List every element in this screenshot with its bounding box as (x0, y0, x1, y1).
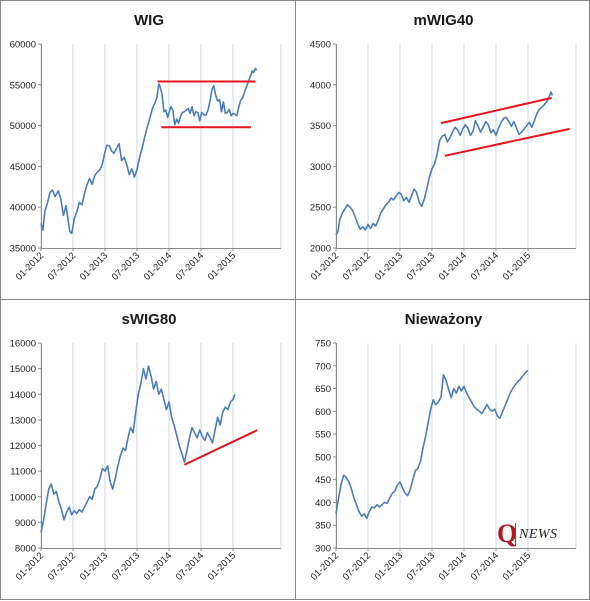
chart-panel-niewazony: Nieważony 300 350 400 450 500 550 600 650 700 750 0… (295, 299, 590, 600)
x-tick-label: 01-2015 (206, 250, 238, 282)
y-tick-label: 12000 (10, 441, 36, 452)
y-tick-label: 10000 (10, 492, 36, 503)
y-tick-label: 750 (315, 339, 331, 350)
y-tick-label: 300 (315, 544, 331, 555)
x-tick-label: 01-2014 (437, 250, 469, 282)
x-tick-label: 01-2014 (142, 550, 174, 582)
y-tick-label: 40000 (10, 203, 36, 214)
trend-line (183, 429, 258, 466)
x-tick-label: 07-2014 (174, 550, 206, 582)
y-tick-label: 11000 (10, 467, 36, 478)
chart-title: mWIG40 (413, 12, 473, 29)
x-tick-label: 01-2012 (309, 550, 341, 582)
x-tick-label: 01-2012 (14, 550, 46, 582)
y-tick-label: 2500 (310, 203, 331, 214)
x-tick-label: 01-2014 (437, 550, 469, 582)
y-tick-label: 13000 (10, 415, 36, 426)
qnews-logo-q: Q (497, 519, 518, 548)
x-tick-label: 01-2014 (142, 250, 174, 282)
series-line (40, 365, 236, 533)
x-tick-label: 07-2013 (110, 550, 142, 582)
chart-svg-wig: WIG 35000 40000 45000 50000 55000 60000 01-2012… (10, 12, 282, 283)
series-line (335, 91, 554, 236)
x-tick-label: 01-2013 (373, 250, 405, 282)
chart-title: sWIG80 (121, 311, 176, 328)
trend-line (440, 96, 552, 125)
y-tick-label: 700 (315, 361, 331, 372)
y-tick-label: 550 (315, 430, 331, 441)
x-tick-label: 01-2013 (373, 550, 405, 582)
y-tick-label: 60000 (10, 40, 36, 51)
y-tick-label: 35000 (10, 244, 36, 255)
x-tick-label: 07-2012 (46, 550, 78, 582)
y-tick-label: 600 (315, 407, 331, 418)
y-tick-label: 450 (315, 475, 331, 486)
series-line (335, 369, 529, 520)
y-tick-label: 650 (315, 384, 331, 395)
y-tick-label: 3500 (310, 121, 331, 132)
x-tick-label: 07-2013 (110, 250, 142, 282)
x-tick-label: 01-2013 (78, 550, 110, 582)
y-tick-label: 8000 (15, 544, 36, 555)
x-tick-label: 07-2014 (469, 550, 501, 582)
x-tick-label: 01-2012 (14, 250, 46, 282)
x-tick-label: 07-2013 (405, 550, 437, 582)
y-tick-label: 50000 (10, 121, 36, 132)
y-tick-label: 45000 (10, 162, 36, 173)
chart-svg-swig80: sWIG80 8000 9000 10000 11000 12000 13000 14000 1… (10, 311, 282, 583)
qnews-logo: Q NEWS (497, 520, 577, 548)
y-tick-label: 15000 (10, 364, 36, 375)
x-tick-label: 07-2014 (469, 250, 501, 282)
y-tick-label: 55000 (10, 80, 36, 91)
chart-panel-wig: WIG 35000 40000 45000 50000 55000 60000 01-2012… (0, 0, 296, 300)
y-tick-label: 4500 (310, 40, 331, 51)
y-tick-label: 9000 (15, 518, 36, 529)
chart-title: WIG (134, 12, 164, 29)
y-tick-label: 500 (315, 452, 331, 463)
qnews-logo-text: NEWS (519, 527, 558, 542)
x-tick-label: 07-2012 (341, 550, 373, 582)
series-line (40, 67, 258, 235)
qnews-logo-divider (515, 523, 516, 545)
x-tick-label: 07-2013 (405, 250, 437, 282)
x-tick-label: 01-2012 (309, 250, 341, 282)
y-tick-label: 14000 (10, 390, 36, 401)
x-tick-label: 01-2015 (501, 550, 533, 582)
chart-svg-niewazony: Nieważony 300 350 400 450 500 550 600 650 700 750 0… (309, 311, 577, 583)
x-tick-label: 01-2015 (501, 250, 533, 282)
y-tick-label: 3000 (310, 162, 331, 173)
y-tick-label: 400 (315, 498, 331, 509)
x-tick-label: 01-2013 (78, 250, 110, 282)
trend-line (444, 127, 570, 157)
y-tick-label: 4000 (310, 80, 331, 91)
chart-title: Nieważony (405, 311, 483, 328)
y-tick-label: 2000 (310, 244, 331, 255)
x-tick-label: 07-2012 (341, 250, 373, 282)
chart-panel-mwig40: mWIG40 2000 2500 3000 3500 4000 4500 01-2012 07-… (295, 0, 590, 300)
x-tick-label: 07-2012 (46, 250, 78, 282)
y-tick-label: 350 (315, 521, 331, 532)
x-tick-label: 01-2015 (206, 550, 238, 582)
x-tick-label: 07-2014 (174, 250, 206, 282)
y-tick-label: 16000 (10, 339, 36, 350)
chart-panel-swig80: sWIG80 8000 9000 10000 11000 12000 13000 14000 1… (0, 299, 296, 600)
